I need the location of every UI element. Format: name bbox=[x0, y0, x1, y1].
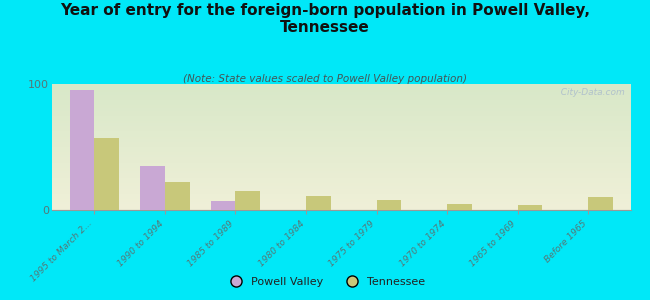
Bar bbox=[140, 166, 165, 210]
Bar bbox=[588, 197, 613, 210]
Bar bbox=[517, 205, 542, 210]
Text: (Note: State values scaled to Powell Valley population): (Note: State values scaled to Powell Val… bbox=[183, 74, 467, 83]
Text: City-Data.com: City-Data.com bbox=[555, 88, 625, 97]
Bar bbox=[70, 90, 94, 210]
Bar bbox=[94, 138, 119, 210]
Bar bbox=[447, 204, 472, 210]
Bar bbox=[211, 201, 235, 210]
Bar bbox=[165, 182, 190, 210]
Bar bbox=[235, 191, 260, 210]
Bar bbox=[306, 196, 331, 210]
Legend: Powell Valley, Tennessee: Powell Valley, Tennessee bbox=[220, 273, 430, 291]
Text: Year of entry for the foreign-born population in Powell Valley,
Tennessee: Year of entry for the foreign-born popul… bbox=[60, 3, 590, 35]
Bar bbox=[376, 200, 401, 210]
